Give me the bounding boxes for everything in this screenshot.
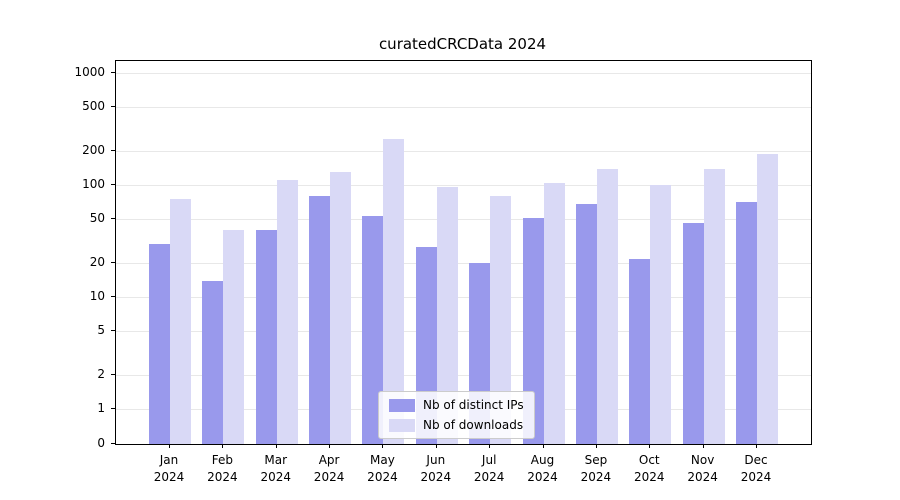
y-tick-label-1000: 1000 <box>74 65 105 79</box>
bar-distinct-ips-apr <box>309 195 331 444</box>
gridline-50 <box>116 218 811 220</box>
x-tick-label-feb: Feb 2024 <box>207 453 238 484</box>
x-tick-label-sep: Sep 2024 <box>580 453 612 484</box>
x-tick-mark <box>649 444 651 448</box>
x-tick-mark <box>756 444 757 448</box>
bar-downloads-sep <box>596 168 618 444</box>
plot-area: Nb of distinct IPs Nb of downloads <box>115 60 812 445</box>
bar-downloads-dec <box>757 153 778 444</box>
legend-swatch-downloads <box>389 418 415 432</box>
gridline-5 <box>116 330 811 332</box>
gridline-200 <box>116 151 811 153</box>
gridline-20 <box>116 263 811 265</box>
x-tick-mark <box>435 444 437 448</box>
y-tick-mark <box>111 105 115 107</box>
x-tick-mark <box>329 444 331 448</box>
chart-title: curatedCRCData 2024 <box>378 35 547 53</box>
y-tick-label-2: 2 <box>97 367 105 382</box>
bar-distinct-ips-jan <box>149 243 170 444</box>
gridline-1000 <box>116 73 811 74</box>
bar-distinct-ips-sep <box>575 203 597 444</box>
gridline-500 <box>116 106 811 108</box>
bar-distinct-ips-aug <box>522 217 544 444</box>
y-tick-label-50: 50 <box>89 210 105 225</box>
bar-downloads-mar <box>276 180 298 444</box>
bar-downloads-jul <box>490 195 512 444</box>
bar-distinct-ips-dec <box>736 202 757 444</box>
y-tick-mark <box>111 408 115 409</box>
gridline-10 <box>116 297 811 298</box>
legend-label-downloads: Nb of downloads <box>423 418 524 432</box>
y-tick-mark <box>111 329 115 331</box>
y-tick-label-20: 20 <box>89 255 105 270</box>
y-tick-label-100: 100 <box>82 177 105 191</box>
legend-swatch-distinct-ips <box>389 398 415 412</box>
x-tick-mark <box>169 444 170 448</box>
legend-item-distinct-ips: Nb of distinct IPs <box>389 398 524 412</box>
y-tick-label-1: 1 <box>97 401 105 415</box>
x-tick-label-nov: Nov 2024 <box>687 453 718 484</box>
bar-downloads-may <box>383 138 405 444</box>
y-tick-label-10: 10 <box>89 289 105 303</box>
bar-distinct-ips-nov <box>682 222 704 444</box>
x-tick-label-mar: Mar 2024 <box>260 453 291 484</box>
gridline-2 <box>116 375 811 377</box>
bar-downloads-feb <box>223 229 245 444</box>
x-tick-mark <box>489 444 491 448</box>
y-tick-mark <box>111 184 115 185</box>
x-tick-label-jun: Jun 2024 <box>420 453 452 484</box>
y-tick-label-0: 0 <box>97 436 105 450</box>
x-tick-label-aug: Aug 2024 <box>527 453 558 484</box>
x-tick-mark <box>275 444 277 448</box>
x-tick-label-may: May 2024 <box>367 453 398 484</box>
legend-label-distinct-ips: Nb of distinct IPs <box>423 398 524 412</box>
y-tick-label-5: 5 <box>97 322 105 337</box>
bar-downloads-apr <box>330 172 352 444</box>
x-tick-mark <box>702 444 704 448</box>
x-tick-label-oct: Oct 2024 <box>633 453 665 484</box>
y-tick-mark <box>111 296 115 297</box>
x-tick-mark <box>222 444 224 448</box>
bar-distinct-ips-may <box>362 215 384 444</box>
bar-distinct-ips-oct <box>629 258 651 444</box>
x-tick-label-jul: Jul 2024 <box>473 453 505 484</box>
y-tick-mark <box>111 72 115 73</box>
y-tick-mark <box>111 374 115 376</box>
bar-distinct-ips-feb <box>202 280 224 444</box>
bar-downloads-aug <box>543 182 565 444</box>
bar-downloads-nov <box>703 168 725 444</box>
bar-distinct-ips-mar <box>255 229 277 444</box>
legend-item-downloads: Nb of downloads <box>389 418 524 432</box>
x-tick-mark <box>382 444 384 448</box>
gridline-100 <box>116 185 811 186</box>
x-tick-mark <box>595 444 597 448</box>
legend: Nb of distinct IPs Nb of downloads <box>378 391 535 439</box>
y-tick-mark <box>111 150 115 152</box>
x-tick-label-apr: Apr 2024 <box>313 453 345 484</box>
bar-downloads-oct <box>650 185 672 444</box>
y-tick-label-200: 200 <box>82 143 105 158</box>
y-tick-mark <box>111 262 115 264</box>
x-tick-label-dec: Dec 2024 <box>740 453 772 484</box>
y-tick-mark <box>111 443 115 444</box>
x-tick-mark <box>542 444 544 448</box>
bar-downloads-jan <box>170 198 191 444</box>
x-tick-label-jan: Jan 2024 <box>153 453 185 484</box>
y-tick-label-500: 500 <box>82 98 105 113</box>
y-tick-mark <box>111 217 115 219</box>
bar-downloads-jun <box>436 187 458 444</box>
